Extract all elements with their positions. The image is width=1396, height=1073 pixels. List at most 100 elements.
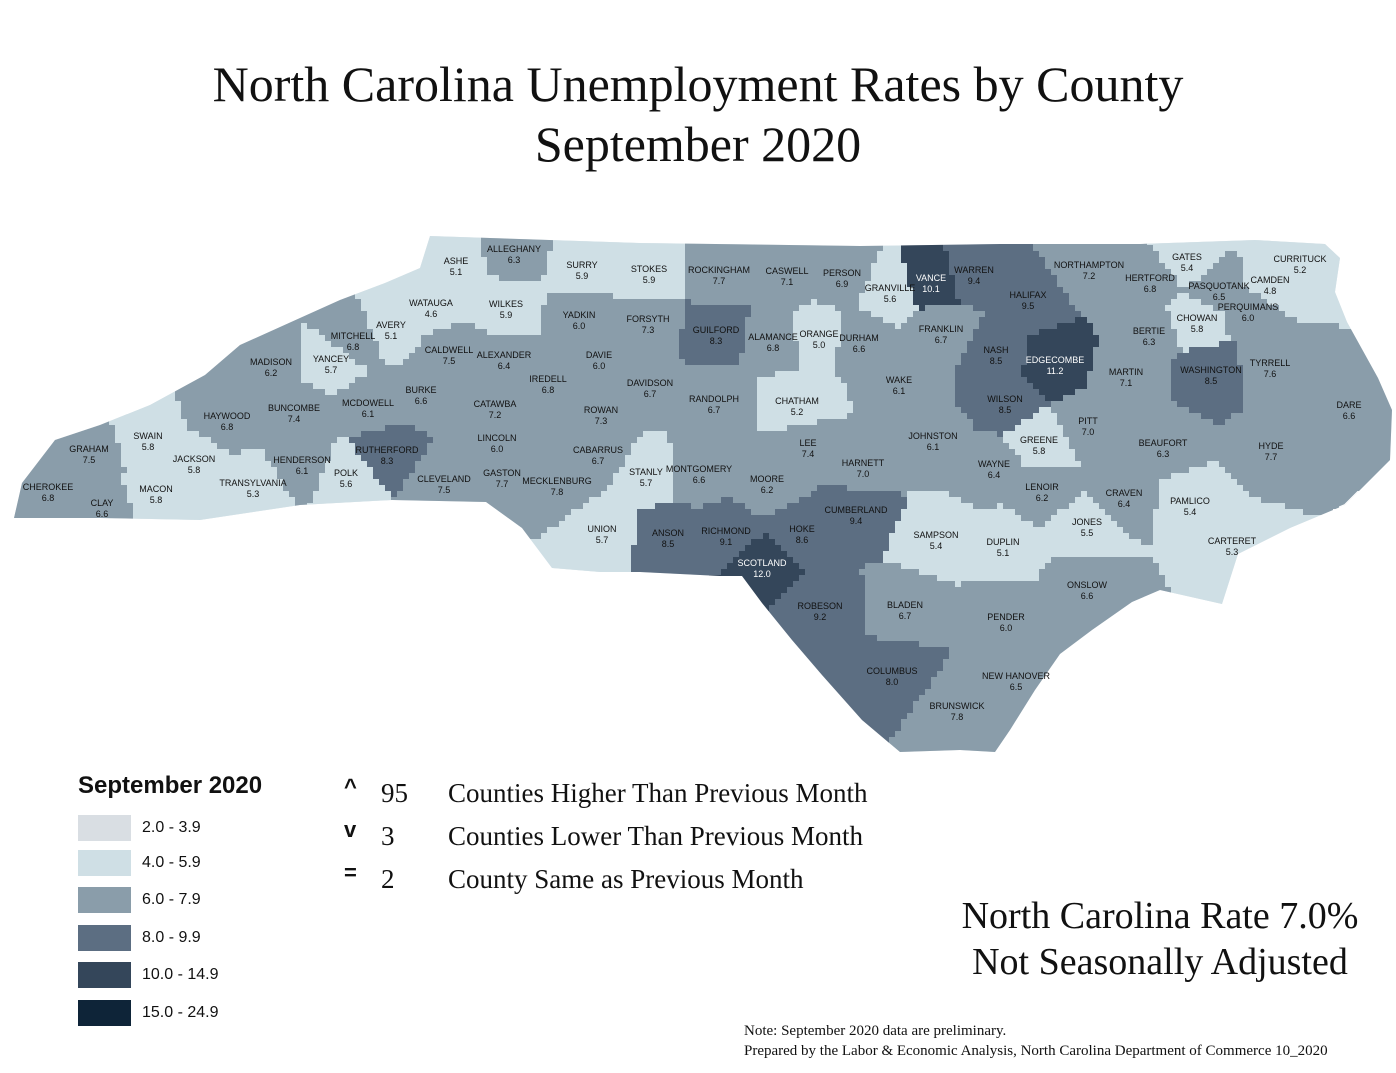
county-rockingham [685, 236, 751, 305]
county-name: ALAMANCE [748, 332, 798, 342]
county-rate: 7.4 [288, 414, 301, 424]
county-name: TYRRELL [1250, 358, 1291, 368]
map-subtitle: September 2020 [534, 116, 862, 172]
county-rate: 5.8 [150, 495, 163, 505]
county-rate: 5.9 [500, 310, 513, 320]
county-pitt [1051, 389, 1135, 467]
county-rate: 7.8 [951, 712, 964, 722]
state-rate: North Carolina Rate 7.0% [961, 895, 1359, 937]
county-name: WASHINGTON [1180, 365, 1242, 375]
county-name: PAMLICO [1170, 496, 1210, 506]
county-rate: 6.0 [573, 321, 586, 331]
county-rate: 6.1 [296, 466, 309, 476]
county-rate: 7.3 [642, 325, 655, 335]
county-rate: 6.7 [899, 611, 912, 621]
county-rate: 9.5 [1022, 301, 1035, 311]
county-name: WAYNE [978, 459, 1010, 469]
county-rate: 6.8 [347, 342, 360, 352]
county-name: MITCHELL [331, 331, 376, 341]
county-name: UNION [588, 524, 617, 534]
county-name: ORANGE [799, 329, 838, 339]
county-rate: 6.2 [1036, 493, 1049, 503]
county-name: MACON [139, 484, 173, 494]
county-surry [541, 236, 619, 293]
county-name: STANLY [629, 467, 663, 477]
county-rate: 7.1 [1120, 378, 1133, 388]
county-rate: 6.7 [592, 456, 605, 466]
stat-text: County Same as Previous Month [448, 864, 804, 894]
county-rate: 5.0 [813, 340, 826, 350]
county-name: BUNCOMBE [268, 403, 320, 413]
stat-count: 2 [381, 864, 395, 894]
county-rate: 6.0 [1000, 623, 1013, 633]
county-name: WAKE [886, 375, 912, 385]
county-beaufort [1117, 401, 1219, 479]
county-caswell [751, 236, 817, 311]
county-rate: 6.4 [1118, 499, 1131, 509]
county-name: EDGECOMBE [1026, 355, 1085, 365]
county-rate: 6.3 [508, 255, 521, 265]
county-name: BURKE [405, 385, 436, 395]
county-rate: 5.2 [791, 407, 804, 417]
county-name: PASQUOTANK [1188, 281, 1249, 291]
county-rate: 6.0 [593, 361, 606, 371]
stat-text: Counties Lower Than Previous Month [448, 821, 863, 851]
legend-swatch [78, 1000, 131, 1026]
county-yadkin [541, 293, 613, 347]
legend-swatch [78, 925, 131, 951]
county-caldwell [409, 323, 481, 389]
legend-swatch [78, 962, 131, 988]
county-name: ROCKINGHAM [688, 265, 750, 275]
county-name: SWAIN [133, 431, 162, 441]
county-sampson [883, 491, 973, 587]
county-name: HYDE [1258, 441, 1283, 451]
county-name: BEAUFORT [1139, 438, 1188, 448]
county-rate: 7.2 [489, 410, 502, 420]
county-name: WILSON [987, 394, 1023, 404]
county-name: HALIFAX [1009, 290, 1046, 300]
county-granville [859, 236, 919, 329]
county-rate: 5.7 [325, 365, 338, 375]
county-cumberland [817, 485, 907, 569]
county-rate: 4.6 [425, 309, 438, 319]
county-rate: 5.4 [930, 541, 943, 551]
county-name: ROWAN [584, 405, 618, 415]
county-chowan [1165, 293, 1231, 353]
county-name: GRAHAM [69, 444, 109, 454]
county-rate: 6.4 [988, 470, 1001, 480]
county-randolph [673, 365, 757, 443]
county-name: CABARRUS [573, 445, 623, 455]
county-yancey [301, 323, 367, 395]
county-rate: 7.1 [781, 277, 794, 287]
county-name: RANDOLPH [689, 394, 739, 404]
legend-range: 10.0 - 14.9 [142, 966, 219, 983]
county-orange [793, 299, 841, 377]
county-hertford [1111, 236, 1183, 305]
county-name: YADKIN [563, 310, 596, 320]
county-montgomery [667, 431, 739, 509]
county-name: ROBESON [797, 601, 842, 611]
source-note: Prepared by the Labor & Economic Analysi… [744, 1043, 1328, 1059]
equals-icon: = [344, 860, 357, 885]
county-name: WILKES [489, 299, 523, 309]
